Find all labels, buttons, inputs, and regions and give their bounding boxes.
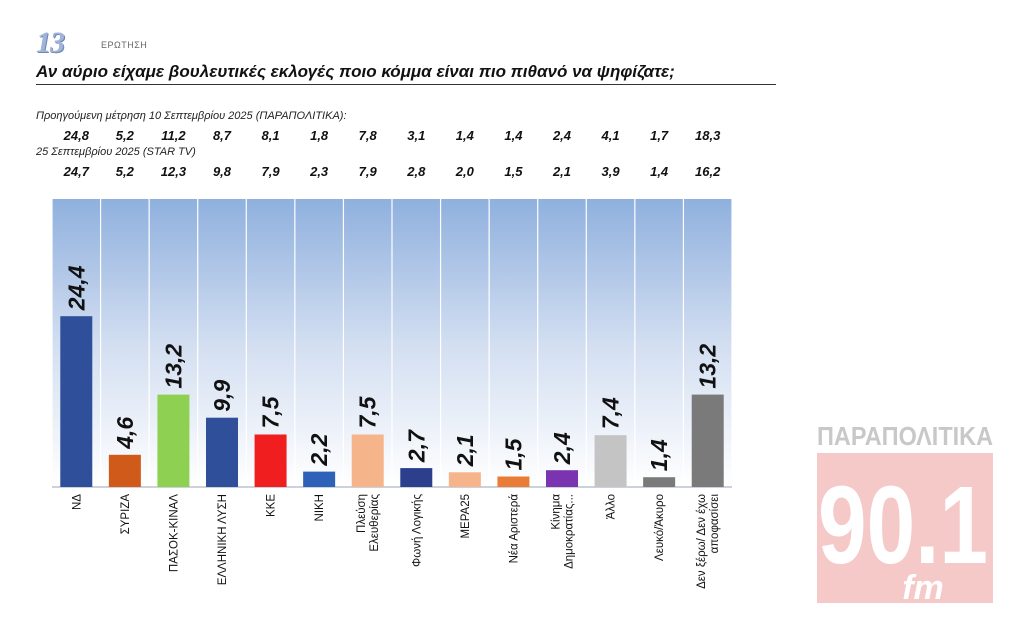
category-label: ΚΚΕ <box>266 494 278 517</box>
previous-value: 18,3 <box>695 128 721 143</box>
category-label: Νέα Αριστερά <box>508 494 520 564</box>
bar <box>108 454 141 487</box>
category-label: Δημοκρατίας... <box>564 494 576 569</box>
bar <box>497 476 530 487</box>
previous-value: 24,8 <box>63 128 89 143</box>
previous-value: 1,4 <box>650 164 669 179</box>
category-label: ΕΛΛΗΝΙΚΗ ΛΥΣΗ <box>217 494 229 585</box>
bar-value-label: 9,9 <box>209 380 235 412</box>
category-label: Ελευθερίας <box>369 494 381 552</box>
previous-measurement-label: Προηγούμενη μέτρηση 10 Σεπτεμβρίου 2025 … <box>36 110 347 122</box>
previous-value: 16,2 <box>695 164 721 179</box>
bar <box>691 394 724 487</box>
bar <box>448 472 481 487</box>
category-label: Λευκό/Άκυρο <box>654 494 666 561</box>
previous-value: 7,9 <box>358 164 377 179</box>
previous-value: 24,7 <box>63 164 89 179</box>
previous-value: 2,0 <box>455 164 474 179</box>
category-label: Άλλο <box>606 494 618 519</box>
star-tv-values: 24,7 5,2 12,3 9,8 7,9 2,3 7,9 2,8 2,0 1,5 2,1 3,9 1,… <box>0 164 760 180</box>
svg-text:ΠΑΡΑΠΟΛΙΤΙΚΑ: ΠΑΡΑΠΟΛΙΤΙΚΑ <box>817 421 993 451</box>
category-label: αποφασίσει <box>709 494 721 554</box>
bar <box>60 316 93 487</box>
chart-title: Αν αύριο είχαμε βουλευτικές εκλογές ποιο… <box>36 62 675 81</box>
previous-value: 5,2 <box>115 128 134 143</box>
bar-value-label: 1,5 <box>500 437 526 470</box>
previous-value: 3,1 <box>407 128 426 143</box>
bar-value-label: 24,4 <box>63 265 89 311</box>
previous-value: 2,8 <box>407 164 426 179</box>
previous-value: 2,4 <box>552 128 572 143</box>
svg-text:90.1: 90.1 <box>818 464 988 587</box>
category-label: Πλεύση <box>356 494 368 533</box>
previous-value: 8,7 <box>212 128 232 143</box>
bar-value-label: 1,4 <box>646 439 672 471</box>
previous-value: 11,2 <box>161 128 186 143</box>
svg-text:fm: fm <box>902 569 944 607</box>
category-label: ΜΕΡΑ25 <box>460 494 472 539</box>
previous-value: 2,3 <box>310 164 329 179</box>
bar-value-label: 7,5 <box>355 395 381 428</box>
bar <box>546 470 578 487</box>
bar-value-label: 7,4 <box>598 397 624 429</box>
category-label: ΣΥΡΙΖΑ <box>120 494 132 535</box>
previous-value: 9,8 <box>212 164 232 179</box>
previous-value: 7,8 <box>358 128 377 143</box>
previous-value: 7,9 <box>261 164 280 179</box>
category-label: ΝΙΚΗ <box>314 494 326 521</box>
bar <box>157 394 190 487</box>
bar-value-label: 2,4 <box>549 432 575 465</box>
previous-value: 1,4 <box>455 128 474 143</box>
previous-value: 12,3 <box>160 164 187 179</box>
category-label: ΠΑΣΟΚ-ΚΙΝΑΛ <box>168 494 180 572</box>
bar-value-label: 2,1 <box>452 434 478 467</box>
bar <box>303 471 336 487</box>
previous-value: 1,5 <box>504 164 523 179</box>
bar <box>400 468 433 487</box>
previous-value: 5,2 <box>115 164 134 179</box>
bar-value-label: 2,2 <box>306 433 332 466</box>
bar-value-label: 13,2 <box>695 344 721 389</box>
parapolitika-logo: ΠΑΡΑΠΟΛΙΤΙΚΑ 90.1 fm <box>817 421 993 607</box>
bar <box>206 417 238 487</box>
bar <box>643 477 676 487</box>
bar-value-label: 4,6 <box>112 417 138 450</box>
previous-value: 1,7 <box>650 128 669 143</box>
category-label: Δεν ξέρω/ Δεν έχω <box>696 494 708 589</box>
previous-value: 3,9 <box>601 164 620 179</box>
title-divider <box>36 84 776 85</box>
question-word: ΕΡΩΤΗΣΗ <box>101 40 148 50</box>
category-label: Κίνημα <box>551 494 563 530</box>
question-number: 13 <box>36 26 65 59</box>
bar-value-label: 13,2 <box>160 344 186 389</box>
previous-value: 2,1 <box>552 164 572 179</box>
category-label: Φωνή Λογικής <box>411 494 423 567</box>
bar-value-label: 7,5 <box>258 395 284 428</box>
previous-measurement-values: 24,8 5,2 11,2 8,7 8,1 1,8 7,8 3,1 1,4 1,4 2,4 4,1 1,… <box>0 128 760 144</box>
previous-value: 8,1 <box>261 128 280 143</box>
previous-value: 4,1 <box>601 128 620 143</box>
previous-value: 1,8 <box>310 128 329 143</box>
bar <box>351 434 384 487</box>
bar <box>594 435 627 487</box>
bar <box>254 434 287 487</box>
bar-value-label: 2,7 <box>403 429 429 463</box>
category-label: ΝΔ <box>71 494 83 510</box>
star-tv-label: 25 Σεπτεμβρίου 2025 (STAR TV) <box>36 146 196 158</box>
previous-value: 1,4 <box>504 128 523 143</box>
